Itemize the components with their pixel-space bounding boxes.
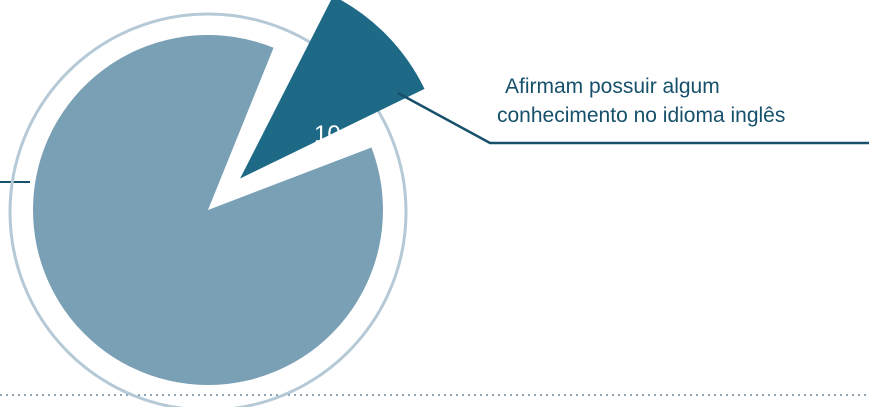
pie-outline-ring <box>8 12 408 407</box>
pie-slice-highlight <box>240 0 425 179</box>
annotation-line-1: Afirmam possuir algum <box>505 75 720 98</box>
leader-line <box>397 91 869 145</box>
pie-slice-main <box>32 34 383 385</box>
slice-value-label: 10,3% <box>314 121 382 148</box>
annotation-line-2: conhecimento no idioma inglês <box>497 104 785 127</box>
